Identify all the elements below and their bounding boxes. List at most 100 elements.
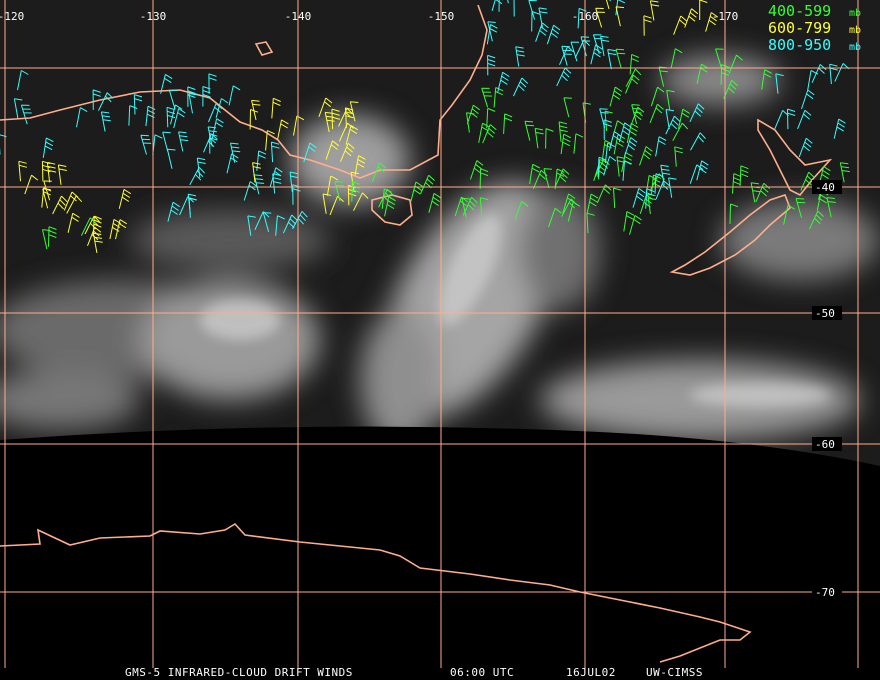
wind-barb: [57, 164, 67, 185]
label-backdrop: [812, 180, 842, 194]
wind-barb: [783, 204, 796, 225]
wind-barb: [331, 108, 341, 130]
wind-barb: [167, 201, 180, 222]
wind-barb: [586, 193, 599, 214]
wind-barb: [528, 0, 537, 20]
wind-barb: [545, 128, 554, 149]
wind-barb: [532, 169, 548, 189]
wind-barb: [761, 69, 772, 90]
latitude-label: -50: [815, 307, 835, 320]
wind-barb: [491, 0, 504, 11]
wind-barb: [410, 181, 423, 202]
wind-barb: [170, 104, 183, 125]
wind-barb: [807, 69, 819, 91]
wind-barb: [63, 191, 79, 211]
wind-barb: [80, 217, 97, 236]
wind-barb: [345, 124, 358, 145]
wind-barb: [338, 122, 354, 142]
antarctica-coast: [0, 522, 752, 663]
wind-barb: [253, 174, 265, 195]
caption: GMS-5 INFRARED-CLOUD DRIFT WINDS 06:00 U…: [125, 666, 703, 679]
wind-barb: [420, 174, 435, 194]
wind-barb: [428, 192, 441, 213]
wind-barb: [625, 68, 642, 87]
wind-barb: [318, 97, 333, 117]
wind-barb: [774, 110, 789, 129]
wind-barb: [826, 197, 836, 218]
wind-barb: [645, 188, 655, 209]
wind-barb: [20, 104, 32, 125]
wind-barb: [18, 160, 28, 182]
wind-barb: [289, 171, 299, 192]
wind-barb: [538, 7, 548, 28]
wind-barb: [454, 196, 469, 217]
tasmania-coast: [371, 194, 413, 226]
wind-barb: [188, 93, 197, 114]
caption-source: UW-CIMSS: [646, 666, 703, 679]
wind-barb: [344, 107, 354, 128]
wind-barb: [833, 118, 846, 139]
legend-range: 800-950: [768, 36, 831, 54]
wind-barb: [543, 168, 552, 189]
wind-barb: [24, 174, 39, 195]
wind-barb: [655, 136, 667, 157]
wind-barb: [378, 188, 394, 208]
legend-unit: mb: [849, 8, 861, 19]
wind-barb: [632, 187, 646, 208]
wind-barb: [705, 12, 719, 32]
wind-barb: [272, 173, 282, 194]
wind-barb: [604, 110, 613, 132]
wind-barb: [479, 197, 489, 218]
wind-barb: [133, 94, 143, 115]
wind-barb: [481, 87, 493, 108]
wind-barb: [674, 146, 683, 167]
wind-barb: [482, 124, 497, 144]
wind-barb: [615, 6, 625, 27]
wind-barb: [797, 109, 812, 130]
wind-barb: [46, 161, 57, 183]
wind-barb: [607, 49, 617, 70]
wind-barb: [67, 212, 80, 233]
wind-barb: [282, 214, 298, 234]
caption-product: GMS-5 INFRARED-CLOUD DRIFT WINDS: [125, 666, 353, 679]
wind-barb: [371, 162, 386, 182]
wind-barb: [603, 155, 617, 176]
longitude-label: -120: [0, 10, 24, 23]
wind-barb: [354, 155, 366, 176]
wind-barb: [750, 182, 761, 203]
wind-barb: [558, 121, 568, 142]
wind-barb: [643, 15, 652, 36]
wind-barb: [486, 107, 496, 129]
wind-barb: [609, 86, 623, 107]
wind-barb: [608, 131, 622, 152]
legend-range: 400-599: [768, 2, 831, 20]
wind-barb: [48, 226, 57, 247]
wind-barb: [466, 112, 475, 133]
wind-barb: [162, 131, 171, 152]
wind-barb: [478, 122, 490, 143]
wind-barb: [665, 115, 681, 135]
wind-barb: [535, 22, 549, 42]
wind-barb: [809, 210, 824, 230]
caption-time: 06:00 UTC: [450, 666, 514, 679]
wind-barb: [270, 141, 280, 163]
wind-barb: [334, 181, 344, 202]
wind-barb: [202, 86, 211, 107]
wind-barb: [586, 212, 595, 234]
wind-barb: [678, 108, 690, 129]
wind-barb: [503, 113, 513, 134]
wind-barb: [665, 109, 674, 130]
wind-barb: [479, 168, 489, 189]
wind-barb: [600, 35, 610, 56]
wind-barb: [466, 104, 480, 125]
wind-barb: [187, 193, 197, 215]
wind-barb: [178, 131, 189, 152]
australia-coast: [0, 4, 488, 179]
wind-barb: [84, 215, 100, 235]
wind-barb: [626, 122, 639, 144]
wind-barb: [560, 133, 572, 155]
wind-barb: [166, 106, 176, 128]
wind-barb: [187, 86, 196, 107]
wind-barb: [13, 98, 23, 119]
wind-barb: [798, 137, 813, 158]
